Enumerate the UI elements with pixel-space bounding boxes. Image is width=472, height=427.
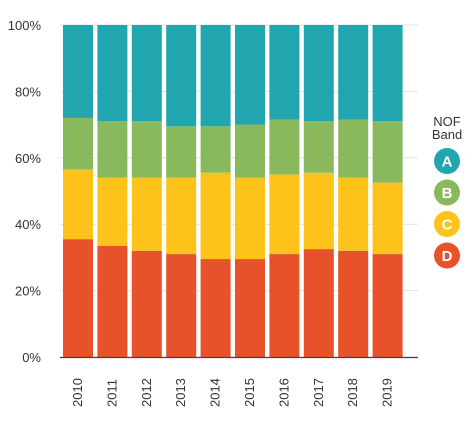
bar-segment-c: [63, 169, 93, 240]
bar-segment-b: [166, 126, 197, 178]
bar-segment-a: [200, 25, 231, 127]
y-tick-label: 100%: [8, 18, 42, 33]
bar-segment-c: [97, 177, 128, 246]
bar-segment-a: [166, 25, 197, 127]
legend-swatch-d: [434, 242, 460, 269]
legend-title-line2: Band: [432, 127, 462, 142]
bar-segment-d: [63, 239, 93, 357]
bar-segment-a: [97, 25, 128, 122]
x-tick-label: 2018: [345, 378, 360, 407]
legend-swatch-c: [434, 211, 460, 237]
bar-segment-d: [235, 259, 265, 357]
bar-segment-c: [372, 182, 403, 255]
legend-label-d: D: [442, 248, 453, 265]
bar-segment-b: [97, 121, 128, 178]
legend-title-line1: NOF: [433, 114, 461, 129]
bar-segment-c: [269, 174, 300, 255]
bar-segment-b: [372, 121, 403, 183]
bar-segment-c: [166, 177, 197, 255]
bar-segment-b: [235, 124, 265, 178]
bar-segment-d: [372, 254, 403, 357]
x-tick-label: 2013: [173, 378, 188, 407]
bar-segment-c: [200, 172, 231, 260]
y-tick-label: 40%: [15, 217, 41, 232]
bar-segment-d: [131, 250, 162, 357]
x-tick-label: 2014: [208, 378, 223, 407]
legend-swatch-b: [434, 179, 460, 206]
bar-segment-b: [131, 121, 162, 178]
bar-segment-b: [303, 121, 334, 173]
bar-segment-b: [269, 119, 300, 175]
bar-segment-a: [269, 25, 300, 120]
bar-segment-d: [200, 259, 231, 357]
bar-segment-a: [372, 25, 403, 122]
bar-segment-a: [303, 25, 334, 122]
x-tick-label: 2012: [139, 378, 154, 407]
x-tick-label: 2011: [104, 379, 119, 407]
legend-swatch-a: [434, 148, 460, 174]
y-tick-label: 80%: [15, 84, 41, 99]
x-tick-label: 2019: [380, 378, 395, 407]
bar-segment-a: [235, 25, 265, 125]
bar-segment-d: [166, 254, 197, 357]
bar-segment-b: [200, 126, 231, 173]
bar-segment-a: [63, 25, 93, 118]
bar-segment-a: [131, 25, 162, 122]
bar-segment-c: [235, 177, 265, 260]
legend-label-c: C: [442, 217, 453, 234]
bar-segment-d: [97, 245, 128, 357]
x-tick-label: 2017: [311, 378, 326, 407]
x-tick-label: 2010: [70, 378, 85, 407]
bar-segment-d: [269, 254, 300, 357]
bar-segment-a: [338, 25, 369, 120]
bar-segment-b: [338, 119, 369, 178]
bar-segment-c: [303, 172, 334, 250]
bar-segment-b: [63, 117, 93, 170]
bar-segment-d: [338, 250, 369, 357]
legend-label-b: B: [442, 185, 453, 202]
bar-segment-d: [303, 249, 334, 357]
y-tick-label: 60%: [15, 151, 41, 166]
legend-label-a: A: [442, 154, 453, 171]
y-tick-label: 0%: [22, 350, 41, 365]
y-tick-label: 20%: [15, 284, 41, 299]
bar-segment-c: [131, 177, 162, 251]
bar-segment-c: [338, 177, 369, 251]
x-tick-label: 2016: [276, 378, 291, 407]
x-tick-label: 2015: [242, 378, 257, 407]
